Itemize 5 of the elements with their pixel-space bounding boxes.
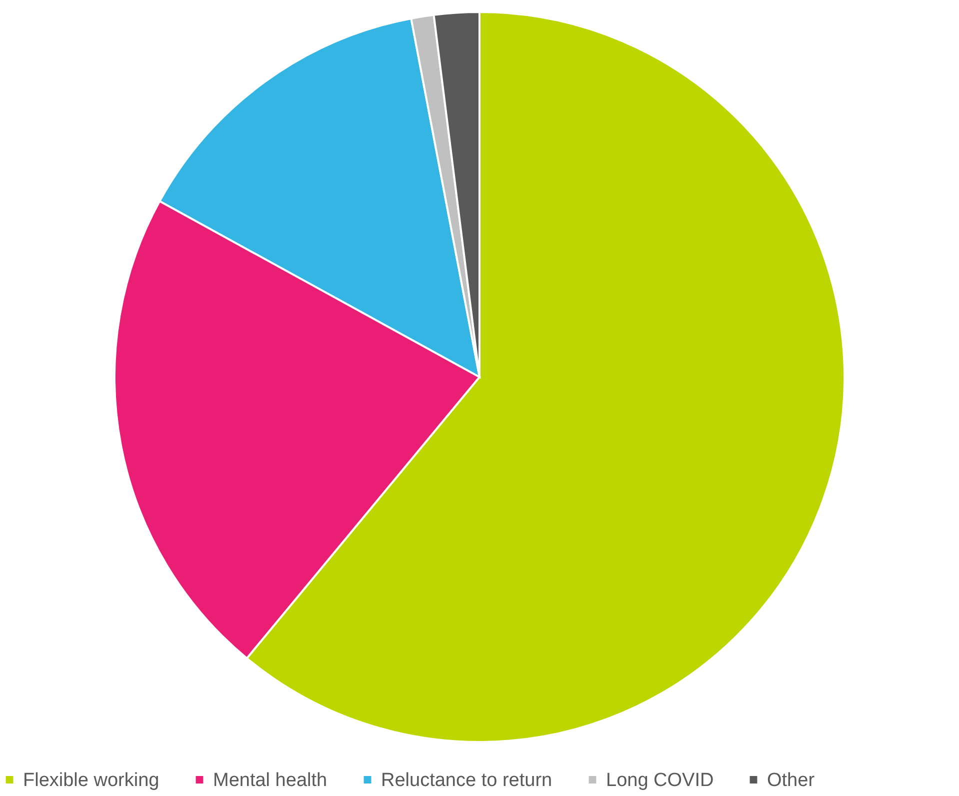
legend-label: Other xyxy=(767,770,816,791)
legend-label: Flexible working xyxy=(23,770,160,791)
legend-label: Long COVID xyxy=(606,770,714,791)
legend-label: Mental health xyxy=(213,770,328,791)
legend-label: Reluctance to return xyxy=(381,770,552,791)
